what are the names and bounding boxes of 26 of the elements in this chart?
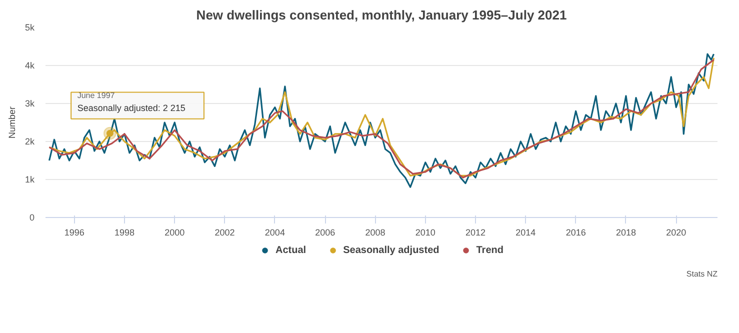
- x-tick-label: 2006: [315, 228, 336, 238]
- y-axis-title: Number: [6, 106, 17, 139]
- x-tick-label: 2012: [466, 228, 486, 238]
- x-tick-label: 2014: [516, 228, 536, 238]
- y-tick-label: 5k: [24, 22, 35, 32]
- x-tick-label: 1996: [64, 228, 84, 238]
- legend-label: Trend: [476, 244, 504, 256]
- chart-title: New dwellings consented, monthly, January 1995–July 2021: [196, 8, 567, 22]
- y-tick-label: 3k: [24, 98, 35, 108]
- y-tick-label: 4k: [24, 60, 35, 70]
- y-tick-label: 2k: [24, 136, 35, 146]
- annotation: June 1997 Seasonally adjusted: 2 215: [77, 90, 186, 113]
- x-tick-label: 1998: [114, 228, 135, 238]
- text: Stats NZ: [686, 270, 718, 278]
- x-tick-label: 2000: [164, 228, 185, 238]
- legend-label: Seasonally adjusted: [343, 244, 440, 256]
- x-tick-label: 2004: [264, 228, 285, 238]
- x-tick-label: 2018: [616, 228, 636, 238]
- x-tick-label: 2016: [566, 228, 586, 238]
- x-tick-label: 2008: [365, 228, 386, 238]
- y-tick-label: 1k: [24, 174, 35, 184]
- x-tick-label: 2010: [415, 228, 436, 238]
- y-tick-label: 0: [29, 212, 35, 222]
- x-tick-label: 2002: [214, 228, 235, 238]
- legend-label: Actual: [276, 244, 306, 256]
- x-tick-label: 2020: [666, 228, 686, 238]
